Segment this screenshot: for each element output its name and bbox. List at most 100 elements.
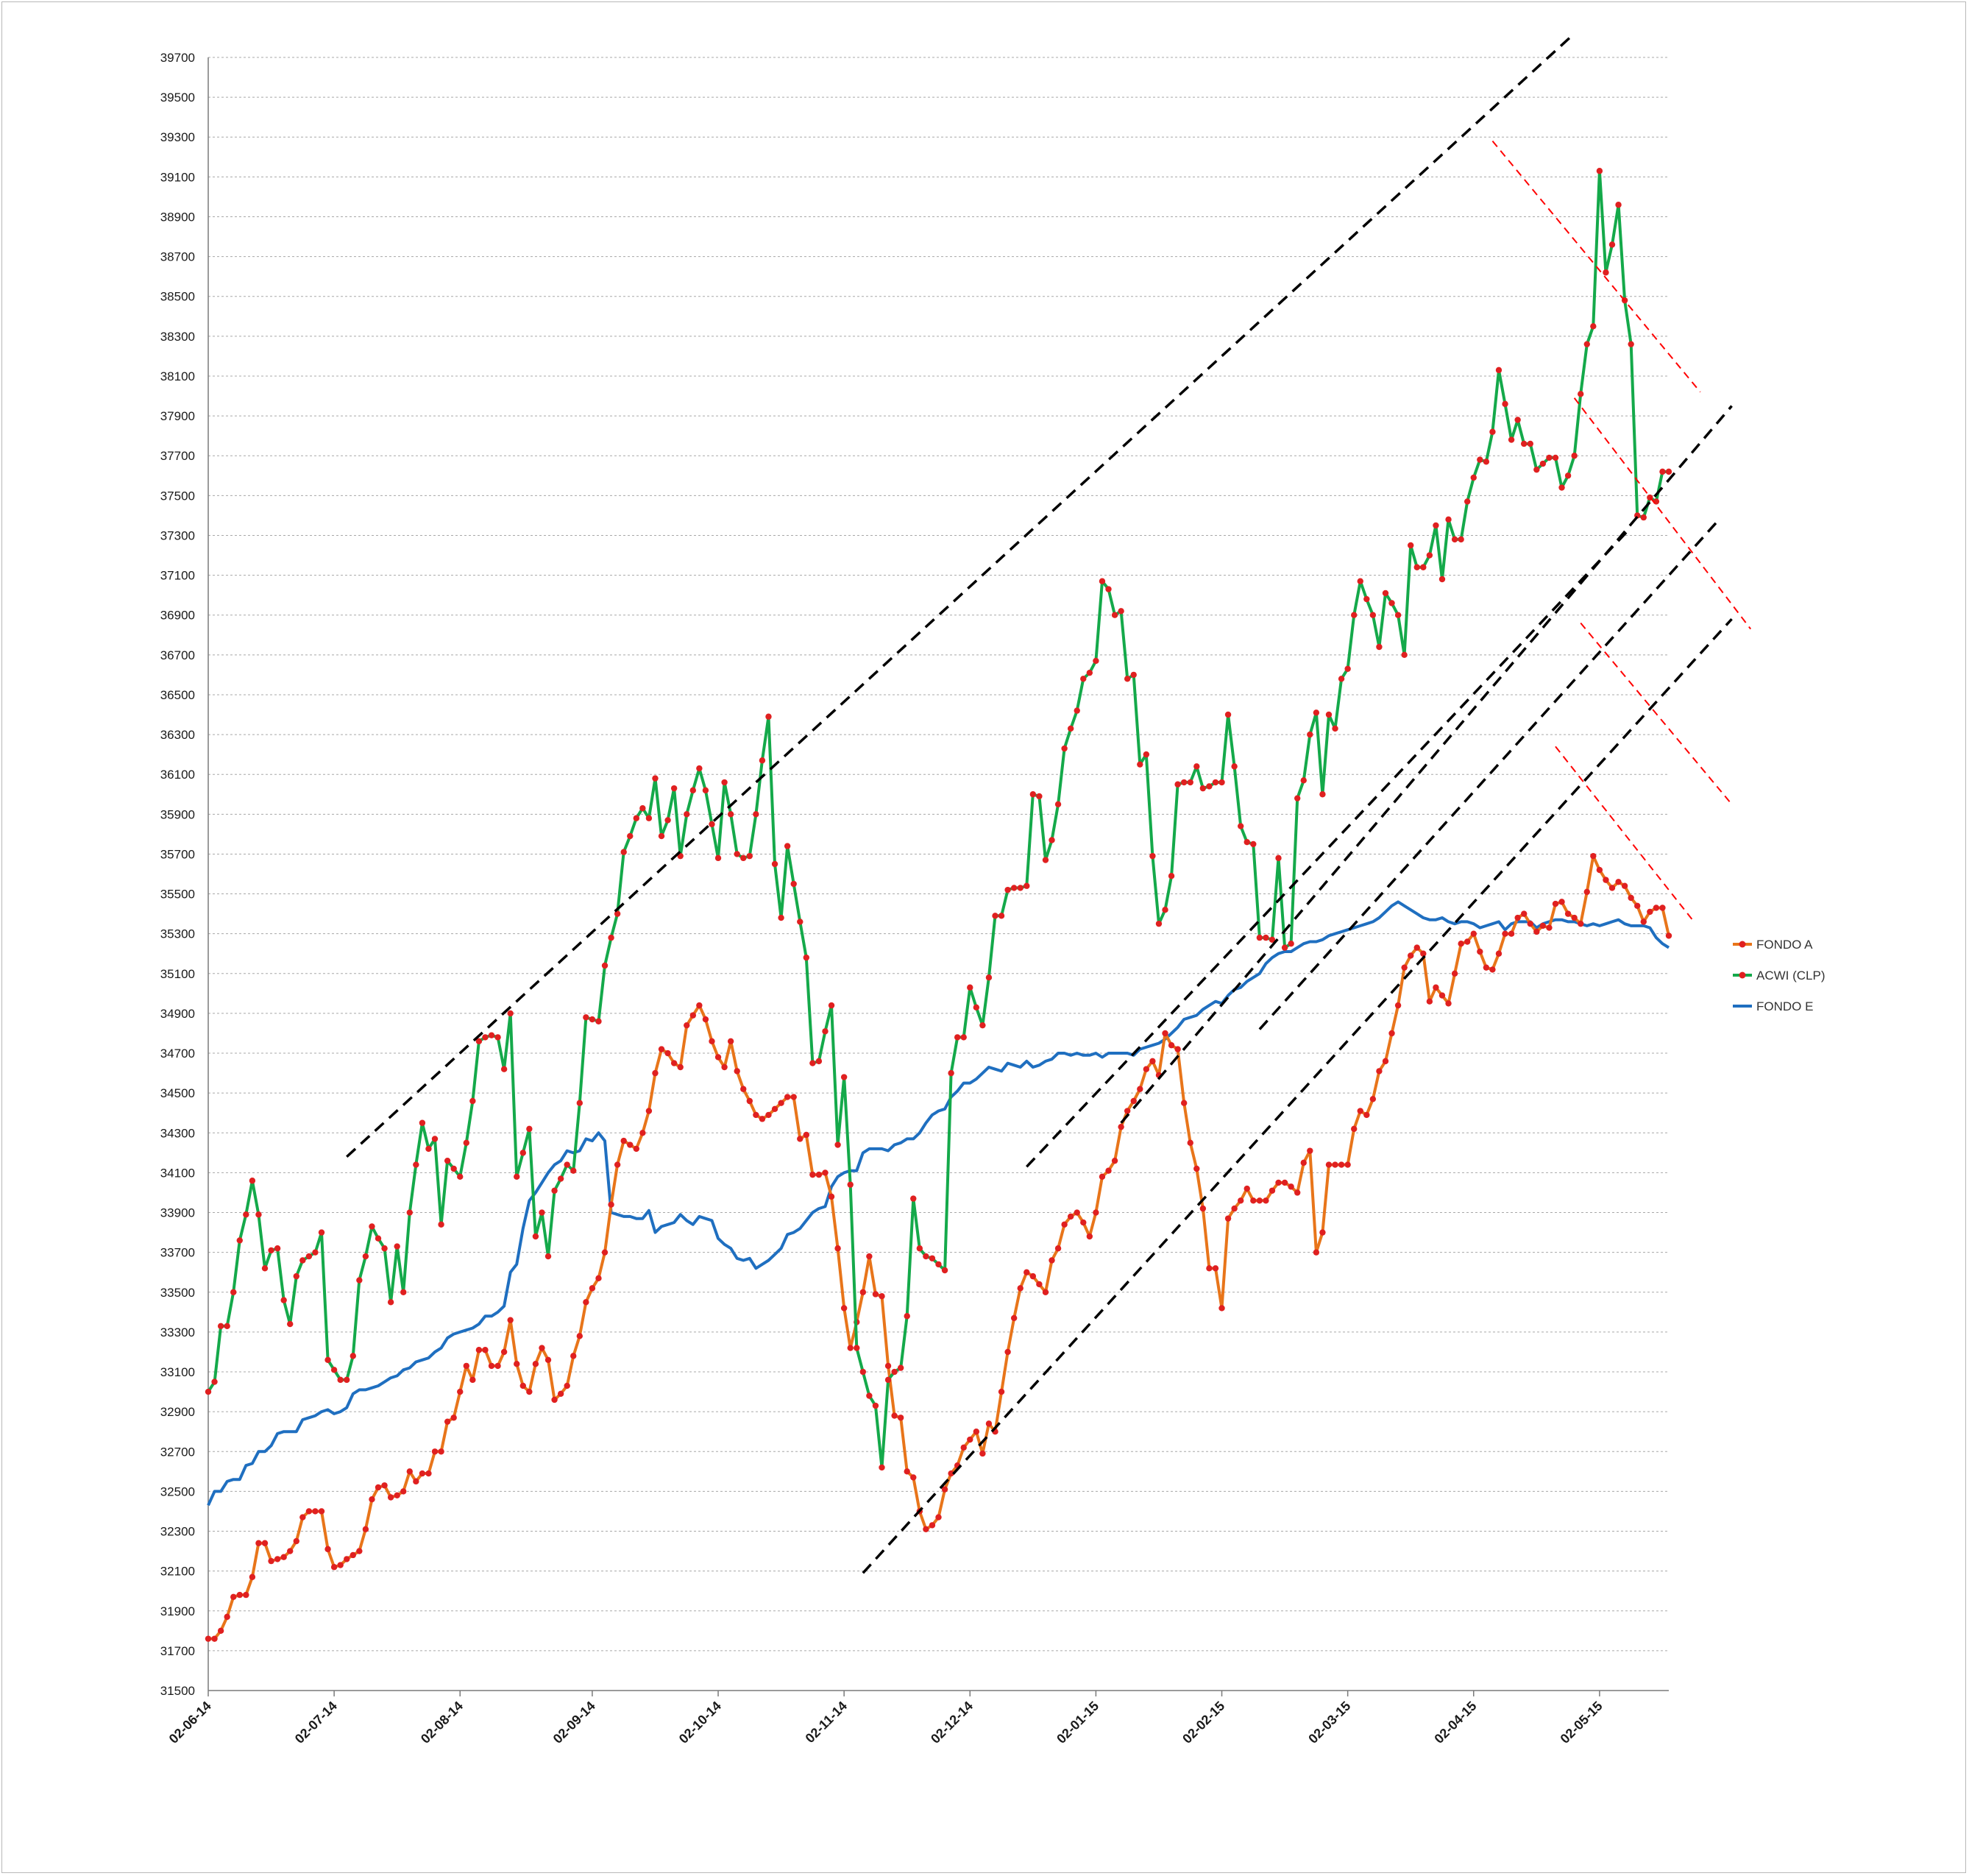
data-point-marker (1206, 783, 1213, 790)
data-point-marker (280, 1554, 287, 1560)
data-point-marker (1124, 1108, 1131, 1114)
data-point-marker (551, 1396, 558, 1404)
data-point-marker (1464, 938, 1471, 945)
data-point-marker (916, 1245, 923, 1252)
data-point-marker (1325, 711, 1333, 718)
data-point-marker (1244, 1185, 1250, 1192)
data-point-marker (1508, 930, 1515, 937)
data-point-marker (293, 1537, 299, 1545)
data-point-marker (948, 1069, 954, 1077)
data-point-marker (979, 1450, 986, 1457)
data-point-marker (1237, 823, 1244, 829)
data-point-marker (601, 962, 609, 969)
data-point-marker (910, 1195, 917, 1202)
y-tick-labels: 31500 31700 31900 32100 32300 32500 32700 32900… (160, 51, 195, 1698)
data-point-marker (904, 1468, 910, 1475)
data-point-marker (601, 1249, 609, 1256)
data-point-marker (1017, 885, 1023, 891)
data-point-marker (457, 1388, 464, 1395)
axes (207, 57, 1669, 1696)
data-point-marker (1080, 676, 1087, 682)
data-point-marker (979, 1022, 986, 1029)
data-point-marker (1445, 1000, 1452, 1007)
data-point-marker (645, 815, 653, 821)
data-point-marker (381, 1482, 388, 1489)
data-point-marker (614, 1161, 621, 1168)
y-tick-label: 38100 (160, 369, 195, 383)
y-tick-label: 39100 (160, 170, 195, 184)
data-point-marker (696, 765, 703, 772)
data-point-marker (444, 1418, 451, 1425)
data-point-marker (1224, 1215, 1232, 1222)
data-point-marker (1363, 1111, 1370, 1119)
data-point-marker (985, 1420, 993, 1427)
data-point-marker (1218, 779, 1225, 786)
data-point-marker (1451, 970, 1458, 977)
data-point-marker (967, 984, 973, 991)
data-point-marker (1313, 709, 1320, 716)
data-point-marker (740, 1086, 747, 1092)
data-point-marker (406, 1468, 413, 1475)
data-point-marker (1426, 552, 1433, 559)
data-point-marker (1527, 920, 1533, 927)
data-point-marker (406, 1209, 413, 1216)
data-point-marker (236, 1591, 243, 1599)
data-point-marker (305, 1508, 313, 1515)
data-point-marker (923, 1253, 929, 1260)
trendlines (346, 32, 1752, 1574)
data-point-marker (904, 1313, 910, 1320)
data-point-marker (879, 1292, 885, 1300)
data-point-marker (1659, 905, 1666, 911)
data-point-marker (1061, 1221, 1068, 1228)
data-point-marker (337, 1562, 344, 1568)
data-point-marker (1376, 1068, 1383, 1075)
data-point-marker (1111, 1157, 1118, 1164)
y-tick-label: 38500 (160, 290, 195, 304)
legend-marker (1739, 971, 1746, 979)
data-point-marker (633, 1145, 640, 1153)
data-point-marker (413, 1161, 419, 1168)
data-point-marker (274, 1556, 281, 1562)
data-point-marker (475, 1347, 483, 1353)
trend-resistance-line (1580, 622, 1733, 805)
data-point-marker (526, 1125, 533, 1133)
data-point-marker (532, 1233, 539, 1240)
data-point-marker (1578, 391, 1584, 397)
data-point-marker (539, 1209, 545, 1216)
y-tick-label: 34300 (160, 1126, 195, 1140)
data-point-marker (1212, 779, 1219, 786)
data-point-marker (243, 1591, 249, 1599)
data-point-marker (1357, 578, 1363, 584)
y-tick-label: 33700 (160, 1246, 195, 1260)
y-tick-label: 37500 (160, 489, 195, 503)
data-point-marker (652, 775, 659, 782)
data-point-marker (1067, 1213, 1074, 1220)
data-point-marker (935, 1261, 942, 1268)
data-point-marker (1558, 484, 1565, 491)
data-point-marker (1155, 920, 1163, 927)
data-point-marker (1489, 966, 1496, 973)
data-point-marker (589, 1285, 596, 1292)
data-point-marker (834, 1141, 841, 1148)
data-point-marker (998, 913, 1005, 919)
y-tick-label: 37700 (160, 449, 195, 463)
y-tick-label: 35100 (160, 967, 195, 981)
data-point-marker (280, 1297, 287, 1303)
data-point-marker (684, 1022, 690, 1029)
data-point-marker (350, 1551, 356, 1559)
data-point-marker (488, 1362, 495, 1370)
data-point-marker (1426, 998, 1433, 1005)
data-point-marker (1212, 1265, 1219, 1272)
data-point-marker (1269, 936, 1276, 944)
data-point-marker (1521, 440, 1528, 447)
data-point-marker (1564, 910, 1572, 917)
data-point-marker (356, 1277, 363, 1284)
y-tick-label: 34100 (160, 1166, 195, 1180)
data-point-marker (1546, 454, 1553, 461)
data-point-marker (287, 1548, 294, 1554)
x-tick-label: 02-12-14 (928, 1699, 976, 1746)
data-point-marker (1615, 879, 1622, 885)
data-point-marker (1640, 918, 1647, 925)
y-tick-label: 32700 (160, 1445, 195, 1459)
data-point-marker (923, 1526, 929, 1533)
